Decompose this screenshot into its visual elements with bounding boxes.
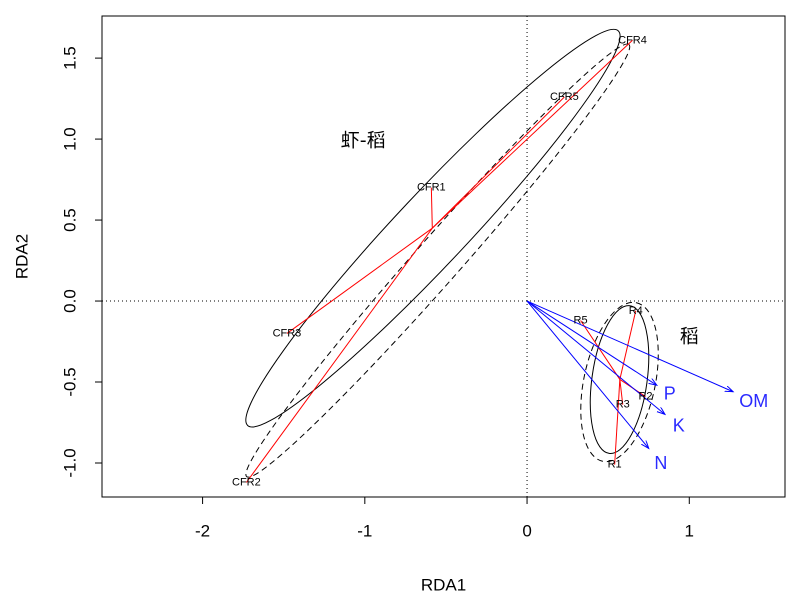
reference-lines-layer [102, 16, 785, 497]
spider-line-R1 [614, 379, 621, 465]
spider-line-CFR4 [431, 39, 633, 229]
y-tick-label: -0.5 [61, 367, 80, 396]
site-label-CFR4: CFR4 [618, 34, 647, 46]
site-label-CFR3: CFR3 [273, 327, 302, 339]
y-tick-label: -1.0 [61, 448, 80, 477]
vector-arrow-P [526, 300, 657, 385]
site-label-R1: R1 [608, 459, 622, 471]
site-label-CFR5: CFR5 [550, 91, 579, 103]
vector-arrow-N [526, 300, 649, 448]
group-2-ellipse-dashed [580, 301, 659, 463]
plot-frame [101, 15, 786, 498]
vector-label-K: K [673, 416, 685, 436]
site-label-CFR1: CFR1 [417, 182, 446, 194]
spider-line-CFR1 [430, 187, 433, 229]
y-tick-label: 1.0 [61, 127, 80, 151]
spider-line-CFR5 [431, 96, 565, 229]
labels-layer: OM PKN CFR1 CFR2 CFR3 CFR4 CFR5 R1 R2 R3 R4 R5 虾-稻稻 [232, 34, 768, 488]
y-axis-title: RDA2 [13, 234, 32, 279]
y-tick-label: 0.5 [61, 208, 80, 232]
spider-line-CFR3 [286, 227, 433, 334]
group-2-ellipse-solid [589, 305, 650, 455]
vector-label-N: N [654, 453, 667, 473]
x-tick-label: -1 [357, 522, 372, 541]
group-label-1: 虾-稻 [341, 130, 386, 152]
site-label-R3: R3 [616, 399, 630, 411]
spider-lines-layer [245, 39, 646, 483]
x-tick-label: 0 [522, 522, 531, 541]
spider-line-R5 [580, 320, 621, 380]
x-tick-label: 1 [685, 522, 694, 541]
y-tick-label: 1.5 [61, 46, 80, 70]
axes-layer: -2 -1 0 1 -1.0 -0.5 0.0 0.5 1.0 1.5 RDA1 RDA2 [13, 15, 786, 595]
vectors-layer [526, 300, 733, 448]
vector-arrow-OM [526, 300, 733, 392]
vector-arrow-K [526, 300, 665, 414]
spider-line-CFR2 [245, 227, 433, 483]
site-label-R2: R2 [638, 391, 652, 403]
vector-label-OM: OM [739, 391, 768, 411]
x-axis-title: RDA1 [421, 576, 466, 595]
site-label-R4: R4 [629, 305, 643, 317]
ellipses-layer [245, 28, 659, 478]
vector-label-P: P [664, 384, 676, 404]
x-tick-label: -2 [195, 522, 210, 541]
group-label-2: 稻 [680, 326, 699, 348]
y-tick-label: 0.0 [61, 289, 80, 313]
group-1-ellipse-solid [245, 28, 621, 428]
spider-line-R3 [619, 379, 624, 405]
site-label-R5: R5 [574, 314, 588, 326]
site-label-CFR2: CFR2 [232, 476, 261, 488]
group-1-ellipse-dashed [245, 43, 631, 478]
